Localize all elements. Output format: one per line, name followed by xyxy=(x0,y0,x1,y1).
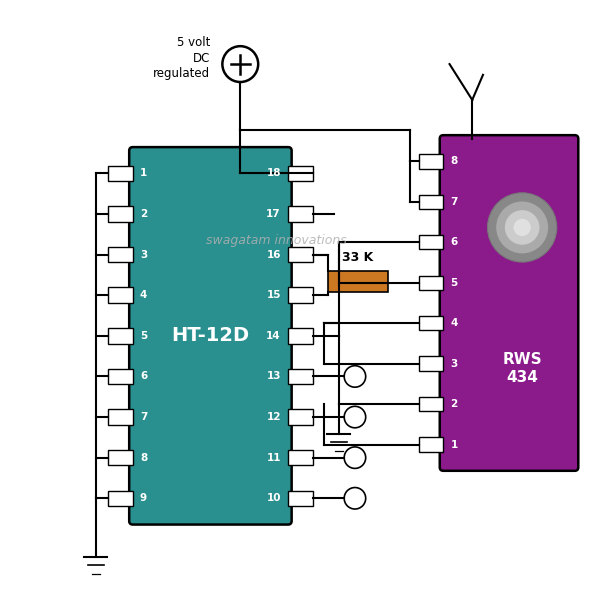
Bar xyxy=(107,491,133,506)
Text: 3: 3 xyxy=(451,359,458,368)
Text: 6: 6 xyxy=(451,238,458,247)
Bar xyxy=(288,166,313,181)
Text: 12: 12 xyxy=(266,412,281,422)
Bar xyxy=(419,397,443,411)
Text: HT-12D: HT-12D xyxy=(172,326,250,346)
Circle shape xyxy=(505,210,539,245)
Text: 16: 16 xyxy=(266,250,281,260)
Bar xyxy=(107,409,133,425)
Bar xyxy=(288,368,313,384)
Bar xyxy=(107,450,133,466)
Text: 1: 1 xyxy=(451,440,458,449)
Bar xyxy=(419,195,443,209)
Text: 8: 8 xyxy=(140,452,147,463)
Bar xyxy=(288,328,313,344)
Text: 2: 2 xyxy=(140,209,147,219)
Circle shape xyxy=(496,202,548,253)
Text: RWS
434: RWS 434 xyxy=(502,352,542,385)
Text: 7: 7 xyxy=(140,412,148,422)
Circle shape xyxy=(344,488,365,509)
Bar xyxy=(107,328,133,344)
Bar xyxy=(288,247,313,262)
Text: 5: 5 xyxy=(140,331,147,341)
FancyBboxPatch shape xyxy=(440,135,578,471)
Bar xyxy=(419,154,443,169)
Text: 9: 9 xyxy=(140,493,147,503)
Text: 18: 18 xyxy=(266,169,281,178)
FancyBboxPatch shape xyxy=(129,147,292,524)
Text: 2: 2 xyxy=(451,399,458,409)
Circle shape xyxy=(344,406,365,428)
Circle shape xyxy=(488,193,557,262)
Circle shape xyxy=(514,219,531,236)
Bar xyxy=(419,316,443,331)
Text: 33 K: 33 K xyxy=(343,251,374,263)
Circle shape xyxy=(223,46,258,82)
Text: 5 volt
DC
regulated: 5 volt DC regulated xyxy=(153,36,211,80)
Text: 7: 7 xyxy=(451,197,458,207)
Bar xyxy=(419,437,443,452)
Bar xyxy=(288,206,313,222)
Text: swagatam innovations: swagatam innovations xyxy=(206,234,346,247)
Text: 3: 3 xyxy=(140,250,147,260)
Text: 1: 1 xyxy=(140,169,147,178)
Bar xyxy=(288,409,313,425)
Circle shape xyxy=(344,447,365,469)
Text: 15: 15 xyxy=(266,290,281,300)
Text: 4: 4 xyxy=(451,318,458,328)
Bar xyxy=(328,271,388,292)
Text: 10: 10 xyxy=(266,493,281,503)
Text: 14: 14 xyxy=(266,331,281,341)
Bar xyxy=(288,450,313,466)
Circle shape xyxy=(344,365,365,387)
Bar xyxy=(107,166,133,181)
Bar xyxy=(288,491,313,506)
Bar xyxy=(419,275,443,290)
Text: 11: 11 xyxy=(266,452,281,463)
Bar xyxy=(419,356,443,371)
Bar xyxy=(288,287,313,303)
Text: 6: 6 xyxy=(140,371,147,382)
Text: 4: 4 xyxy=(140,290,148,300)
Text: 13: 13 xyxy=(266,371,281,382)
Bar xyxy=(419,235,443,250)
Bar xyxy=(107,368,133,384)
Bar xyxy=(107,206,133,222)
Text: 5: 5 xyxy=(451,278,458,288)
Bar xyxy=(107,287,133,303)
Text: 8: 8 xyxy=(451,157,458,166)
Bar xyxy=(107,247,133,262)
Text: 17: 17 xyxy=(266,209,281,219)
